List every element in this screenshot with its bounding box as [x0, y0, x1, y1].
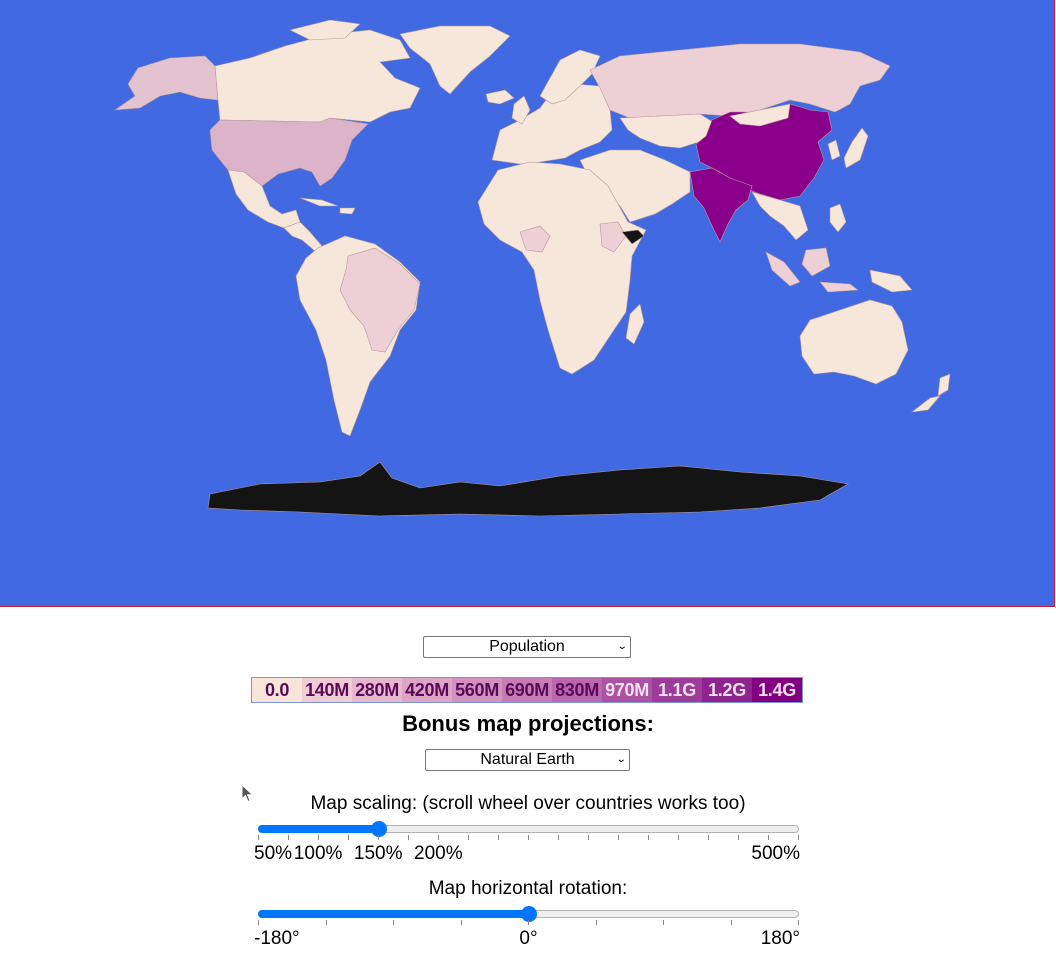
country-nigeria[interactable] — [519, 225, 551, 253]
world-map-svg[interactable] — [0, 0, 1055, 607]
country-southeast-asia[interactable] — [751, 191, 809, 241]
country-australia[interactable] — [799, 299, 909, 385]
slider-tick — [258, 920, 259, 925]
legend-bin: 560M — [452, 678, 502, 702]
scale-slider-fill — [258, 825, 380, 833]
slider-tick — [468, 835, 469, 840]
country-indonesia[interactable] — [765, 247, 859, 293]
tick-label: 0° — [519, 928, 538, 949]
country-new-zealand[interactable] — [910, 373, 951, 413]
country-cuba[interactable] — [299, 197, 339, 207]
world-map[interactable] — [0, 0, 1055, 607]
slider-tick — [528, 835, 529, 840]
country-uk[interactable] — [511, 95, 531, 125]
scale-slider[interactable] — [258, 821, 799, 837]
slider-tick — [730, 920, 732, 925]
country-usa[interactable] — [209, 117, 369, 187]
slider-tick — [618, 835, 619, 840]
scale-slider-ticks — [258, 835, 799, 841]
country-russia[interactable] — [589, 43, 891, 119]
chevron-down-icon: ⌄ — [615, 754, 627, 765]
country-korea[interactable] — [827, 139, 841, 161]
mouse-cursor-icon — [241, 784, 254, 803]
projection-select-value: Natural Earth — [480, 751, 575, 768]
slider-tick — [528, 920, 529, 925]
slider-tick — [595, 920, 597, 925]
slider-tick — [648, 835, 649, 840]
legend-bin: 1.1G — [652, 678, 702, 702]
country-brazil[interactable] — [339, 247, 421, 353]
rotation-slider-thumb[interactable] — [520, 906, 537, 922]
scale-slider-thumb[interactable] — [370, 821, 387, 837]
country-ethiopia[interactable] — [599, 221, 627, 253]
country-mongolia[interactable] — [729, 103, 791, 127]
tick-label: 180° — [760, 928, 800, 949]
country-canada-islands[interactable] — [289, 19, 361, 41]
rotation-label: Map horizontal rotation: — [428, 878, 628, 899]
tick-label: 100% — [293, 843, 343, 864]
slider-tick — [588, 835, 589, 840]
country-india[interactable] — [689, 167, 753, 243]
legend-bin: 420M — [402, 678, 452, 702]
slider-tick — [438, 835, 439, 840]
slider-tick — [678, 835, 679, 840]
legend-bin: 1.2G — [702, 678, 752, 702]
legend-bin: 1.4G — [752, 678, 802, 702]
slider-tick — [258, 835, 259, 840]
slider-tick — [798, 920, 799, 925]
country-africa[interactable] — [477, 161, 647, 375]
projection-select[interactable]: Natural Earth ⌄ — [425, 749, 630, 771]
legend-bin: 0.0 — [252, 678, 302, 702]
slider-tick — [708, 835, 709, 840]
metric-select[interactable]: Population ⌄ — [423, 636, 631, 658]
rotation-slider-ticks — [258, 920, 799, 926]
slider-tick — [558, 835, 559, 840]
country-madagascar[interactable] — [625, 303, 645, 345]
country-iceland[interactable] — [485, 89, 515, 105]
country-kazakhstan[interactable] — [619, 113, 717, 149]
color-legend: 0.0 140M 280M 420M 560M 690M 830M 970M 1.1G 1.2G 1… — [251, 677, 803, 703]
slider-tick — [378, 835, 379, 840]
tick-label: 150% — [353, 843, 403, 864]
legend-bin: 140M — [302, 678, 352, 702]
tick-label: -180° — [254, 928, 300, 949]
legend-bin: 830M — [552, 678, 602, 702]
country-new-guinea[interactable] — [869, 269, 913, 293]
tick-label: 50% — [254, 843, 293, 864]
country-mexico[interactable] — [227, 169, 301, 229]
country-philippines[interactable] — [829, 203, 847, 233]
chevron-down-icon: ⌄ — [616, 641, 628, 652]
country-hispaniola[interactable] — [339, 207, 356, 215]
country-canada[interactable] — [214, 29, 421, 123]
legend-bin: 690M — [502, 678, 552, 702]
country-japan[interactable] — [843, 127, 869, 169]
slider-tick — [288, 835, 289, 840]
slider-tick — [318, 835, 319, 840]
country-greenland[interactable] — [399, 25, 511, 95]
slider-tick — [768, 835, 769, 840]
rotation-slider[interactable] — [258, 906, 799, 922]
country-somalia[interactable] — [621, 229, 645, 245]
legend-bin: 280M — [352, 678, 402, 702]
slider-tick — [325, 920, 327, 925]
tick-label: 200% — [414, 843, 463, 864]
country-antarctica[interactable] — [207, 461, 849, 517]
country-central-america[interactable] — [283, 221, 323, 253]
slider-tick — [498, 835, 499, 840]
metric-select-value: Population — [489, 638, 565, 655]
slider-tick — [738, 835, 739, 840]
slider-tick — [798, 835, 799, 840]
slider-tick — [408, 835, 409, 840]
slider-tick — [393, 920, 394, 925]
rotation-slider-fill — [258, 910, 530, 918]
tick-label: 500% — [751, 843, 800, 864]
projection-heading: Bonus map projections: — [402, 711, 654, 736]
scaling-label: Map scaling: (scroll wheel over countrie… — [310, 793, 746, 814]
slider-tick — [348, 835, 349, 840]
slider-tick — [663, 920, 664, 925]
slider-tick — [460, 920, 462, 925]
country-alaska[interactable] — [113, 55, 219, 111]
legend-bin: 970M — [602, 678, 652, 702]
